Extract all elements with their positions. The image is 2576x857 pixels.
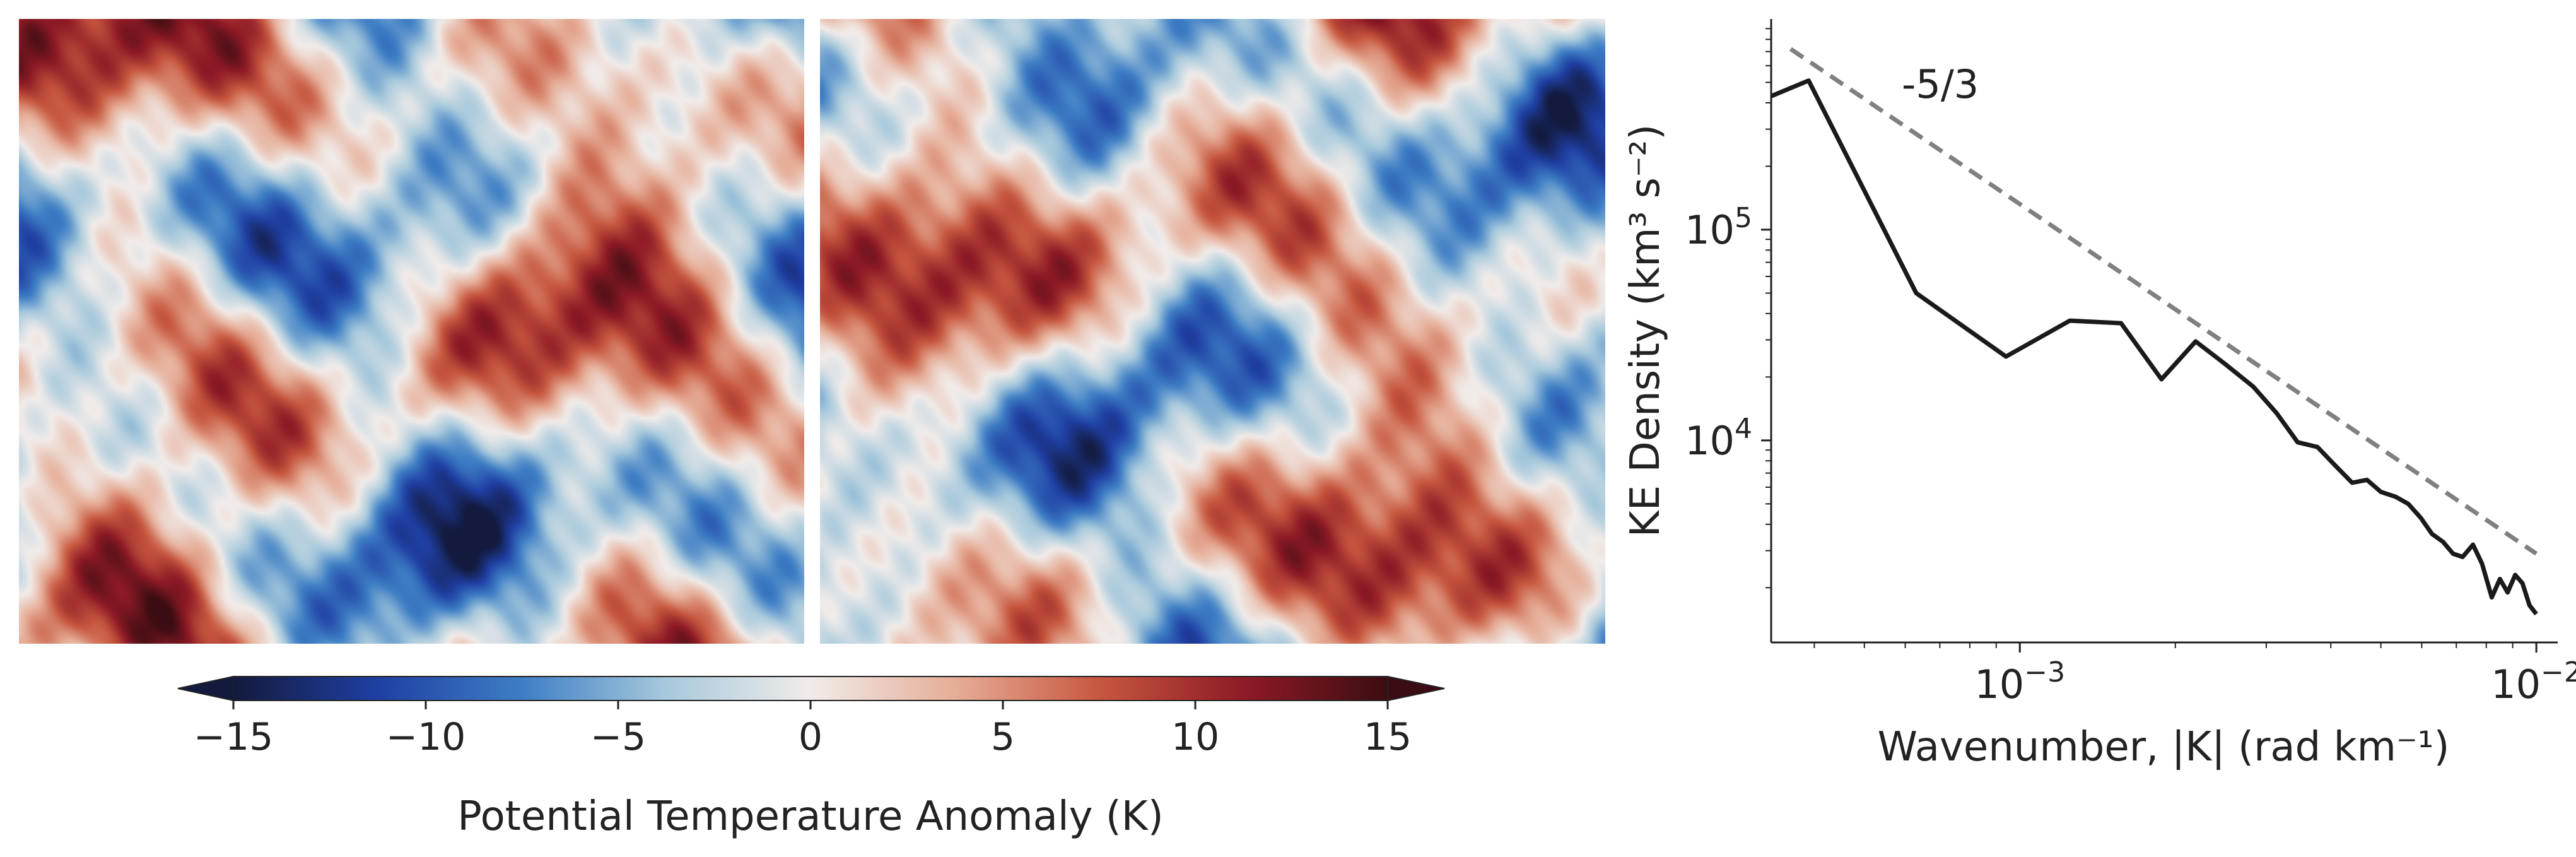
temperature-field (820, 19, 1605, 644)
plot-area (1770, 47, 2538, 616)
slope-annotation: -5/3 (1902, 61, 1979, 107)
ke-spectrum-chart: 10−3 10−2 104 105 -5/3 Wavenumber, |K| (ra… (1622, 19, 2576, 771)
colorbar: −15 −10 −5 0 5 10 15 Potential Temperature Ano… (177, 675, 1445, 840)
colorbar-tick-label: 5 (991, 715, 1015, 759)
temperature-map-left (19, 19, 804, 644)
y-axis-label: KE Density (km³ s⁻²) (1622, 124, 1669, 538)
colorbar-tick-label: 10 (1171, 715, 1219, 759)
y-tick-label: 105 (1685, 202, 1752, 253)
colorbar-tick-label: 15 (1364, 715, 1412, 759)
x-tick-label: 10−3 (1974, 656, 2065, 707)
x-axis-ticks: 10−3 10−2 (1813, 642, 2576, 707)
colorbar-tick-label: 0 (799, 715, 823, 759)
colorbar-extend-high (1387, 675, 1445, 702)
x-tick-label: 10−2 (2491, 656, 2576, 707)
colorbar-gradient (233, 677, 1388, 700)
temperature-map-right (820, 19, 1605, 644)
colorbar-tick-label: −10 (386, 715, 466, 759)
y-axis-ticks: 104 105 (1685, 28, 1771, 589)
x-axis-label: Wavenumber, |K| (rad km⁻¹) (1878, 724, 2450, 771)
reference-slope-line (1789, 47, 2538, 556)
colorbar-extend-low (177, 675, 234, 702)
ke-spectrum-line (1770, 78, 2538, 616)
colorbar-ticks: −15 −10 −5 0 5 10 15 (194, 700, 1412, 759)
colorbar-label: Potential Temperature Anomaly (K) (457, 793, 1163, 840)
colorbar-tick-label: −15 (194, 715, 274, 759)
y-tick-label: 104 (1685, 413, 1752, 464)
colorbar-tick-label: −5 (590, 715, 646, 759)
temperature-field (19, 19, 804, 644)
